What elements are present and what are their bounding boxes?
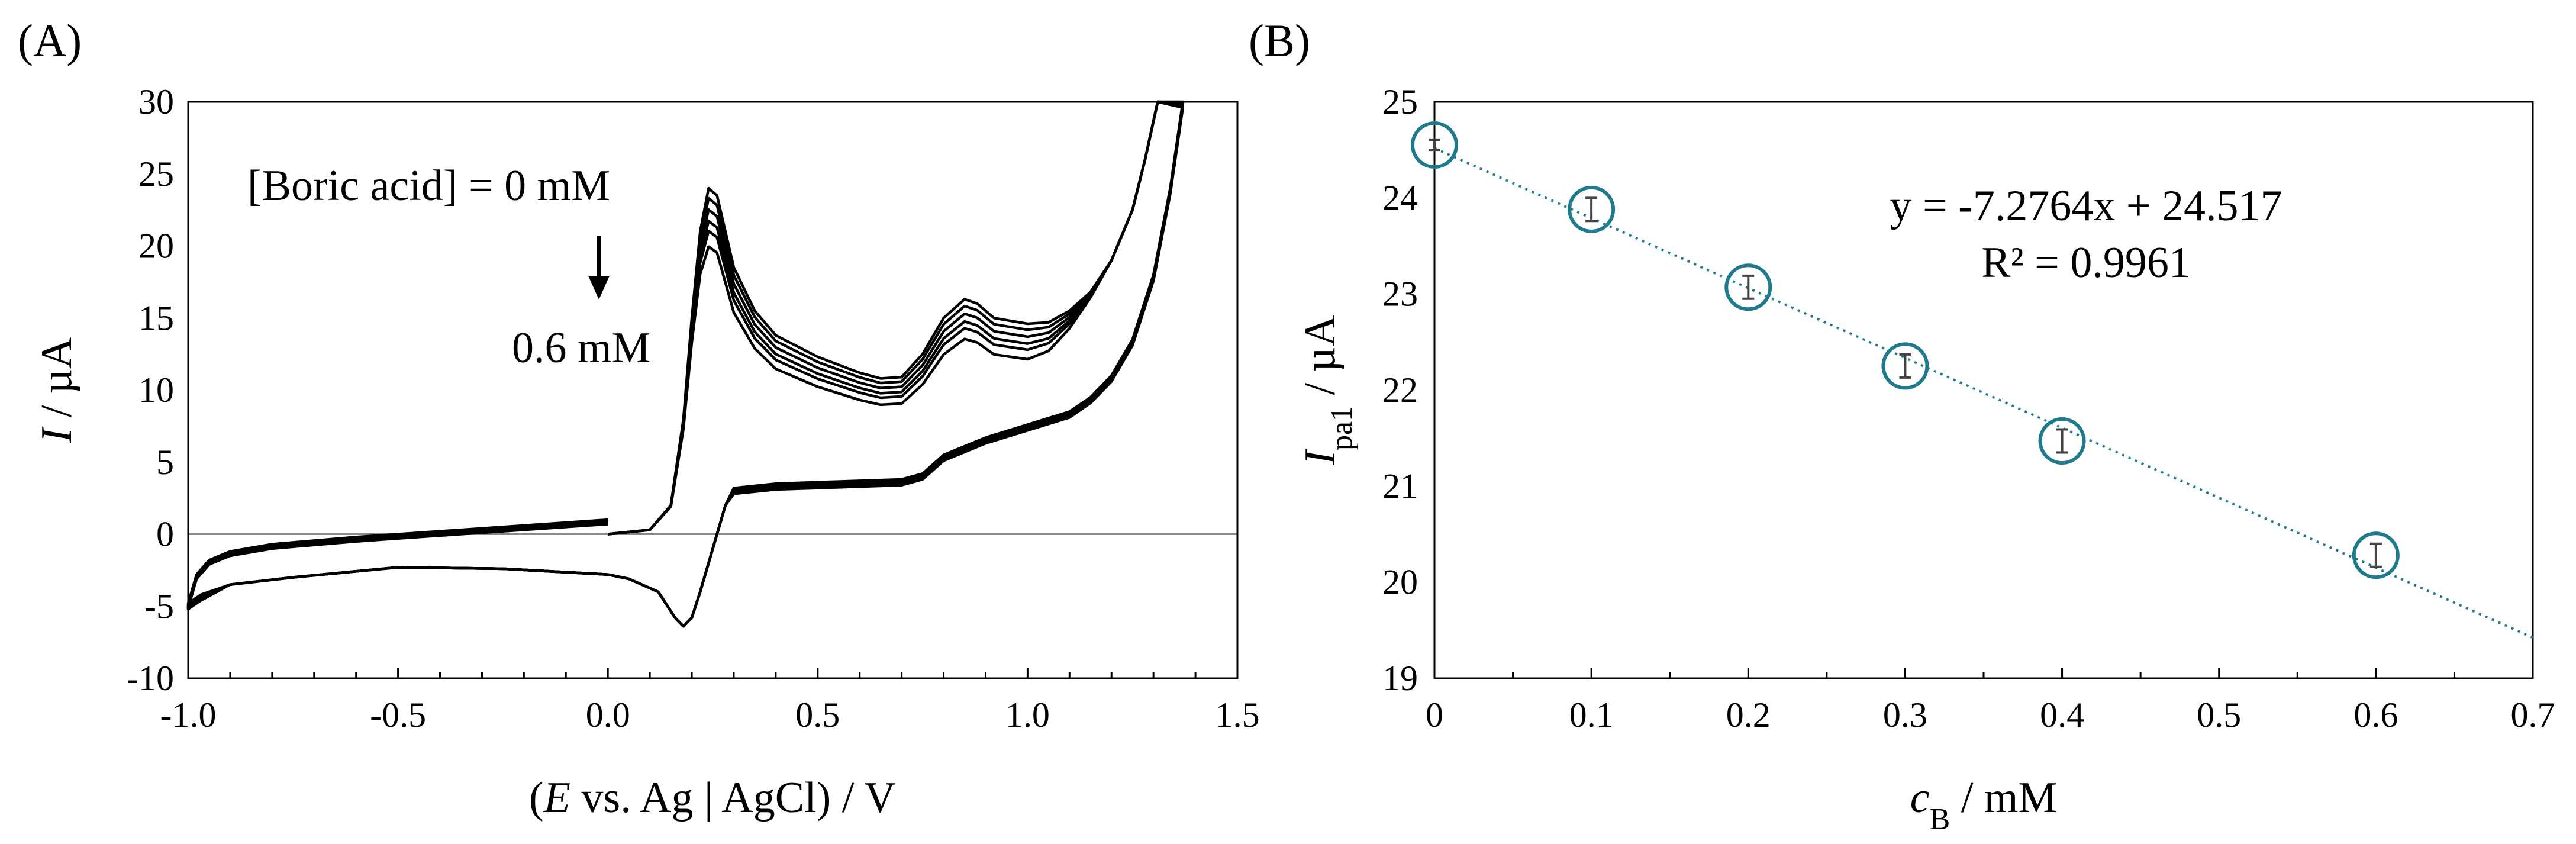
panel-a: (A) -1.0 -0.5 0.0 0.5 1.0 1.5 -10 -5 0 5 10 15 20 25… xyxy=(18,15,1260,822)
data-point-marker xyxy=(2352,531,2400,579)
a-y-tick-label: 5 xyxy=(156,443,174,482)
a-y-tick-label: -5 xyxy=(144,587,174,626)
r-squared: R² = 0.9961 xyxy=(1981,239,2191,287)
b-x-tick-label: 0 xyxy=(1426,695,1443,735)
a-y-tick-label: 0 xyxy=(156,515,174,554)
b-x-tick-label: 0.1 xyxy=(1569,695,1614,735)
panel-a-plot-frame xyxy=(187,101,1239,679)
a-x-tick-label: -0.5 xyxy=(370,695,426,735)
panel-b-label: (B) xyxy=(1249,15,1310,66)
panel-a-label: (A) xyxy=(18,15,82,66)
a-y-tick-label: 25 xyxy=(138,154,174,194)
b-y-tick-label: 25 xyxy=(1382,82,1418,121)
b-y-tick-label: 23 xyxy=(1382,275,1418,314)
down-arrow xyxy=(588,236,610,299)
a-y-tick-label: 20 xyxy=(138,227,174,266)
panel-a-x-ticks: -1.0 -0.5 0.0 0.5 1.0 1.5 xyxy=(160,668,1260,735)
a-y-tick-label: 15 xyxy=(138,298,174,337)
b-y-tick-label: 24 xyxy=(1382,178,1418,217)
cv-curves xyxy=(186,100,1185,628)
data-point-marker xyxy=(1568,185,1616,233)
data-points xyxy=(1411,121,2400,579)
a-y-tick-label: 30 xyxy=(138,82,174,121)
a-x-tick-label: 1.0 xyxy=(1005,695,1050,735)
a-x-tick-label: -1.0 xyxy=(160,695,217,735)
panel-b-x-ticks: 0 0.1 0.2 0.3 0.4 0.5 0.6 0.7 xyxy=(1426,668,2555,735)
b-x-tick-label: 0.5 xyxy=(2197,695,2241,735)
panel-b-y-ticks: 19 20 21 22 23 24 25 xyxy=(1382,82,1418,698)
trendline xyxy=(1434,147,2533,639)
data-point-marker xyxy=(1881,342,1929,390)
trendline-equation: y = -7.2764x + 24.517 xyxy=(1890,182,2282,230)
panel-a-y-ticks: -10 -5 0 5 10 15 20 25 30 xyxy=(127,82,174,698)
a-x-tick-label: 1.5 xyxy=(1216,695,1260,735)
a-x-tick-label: 0.0 xyxy=(586,695,630,735)
a-x-tick-label: 0.5 xyxy=(795,695,840,735)
b-x-tick-label: 0.3 xyxy=(1883,695,1927,735)
b-x-tick-label: 0.7 xyxy=(2511,695,2555,735)
data-point-marker xyxy=(2038,417,2086,465)
b-y-tick-label: 20 xyxy=(1382,563,1418,602)
data-point-marker xyxy=(1724,263,1772,311)
annotation-boric-acid-start: [Boric acid] = 0 mM xyxy=(247,162,610,210)
b-x-tick-label: 0.4 xyxy=(2040,695,2084,735)
a-y-tick-label: -10 xyxy=(127,659,174,698)
panel-a-x-axis-title: (E vs. Ag | AgCl) / V xyxy=(529,774,896,822)
b-y-tick-label: 22 xyxy=(1382,371,1418,410)
b-x-tick-label: 0.6 xyxy=(2353,695,2398,735)
b-x-tick-label: 0.2 xyxy=(1726,695,1771,735)
annotation-boric-acid-end: 0.6 mM xyxy=(512,324,650,372)
b-y-tick-label: 21 xyxy=(1382,466,1418,505)
panel-b-x-axis-title: cB / mM xyxy=(1910,774,2057,836)
panel-a-y-axis-title: I / µA xyxy=(33,337,81,443)
b-y-tick-label: 19 xyxy=(1382,659,1418,698)
cv-series-line xyxy=(186,100,1185,628)
data-point-marker xyxy=(1411,121,1458,169)
panel-b: (B) 0 0.1 0.2 0.3 0.4 0.5 0.6 0.7 19 20 21 22 23 24 2… xyxy=(1249,15,2555,836)
panel-b-y-axis-title: Ipa1 / µA xyxy=(1296,315,1359,465)
a-y-tick-label: 10 xyxy=(138,371,174,410)
